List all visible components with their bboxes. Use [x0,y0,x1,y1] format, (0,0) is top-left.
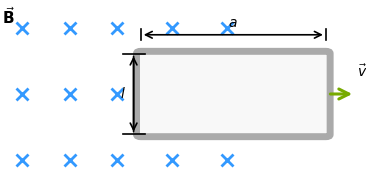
Text: $\vec{v}$: $\vec{v}$ [357,63,366,80]
Text: $\vec{\mathbf{B}}$: $\vec{\mathbf{B}}$ [2,6,15,27]
Text: $l$: $l$ [120,86,126,102]
Text: $a$: $a$ [228,16,238,30]
FancyBboxPatch shape [137,51,330,137]
